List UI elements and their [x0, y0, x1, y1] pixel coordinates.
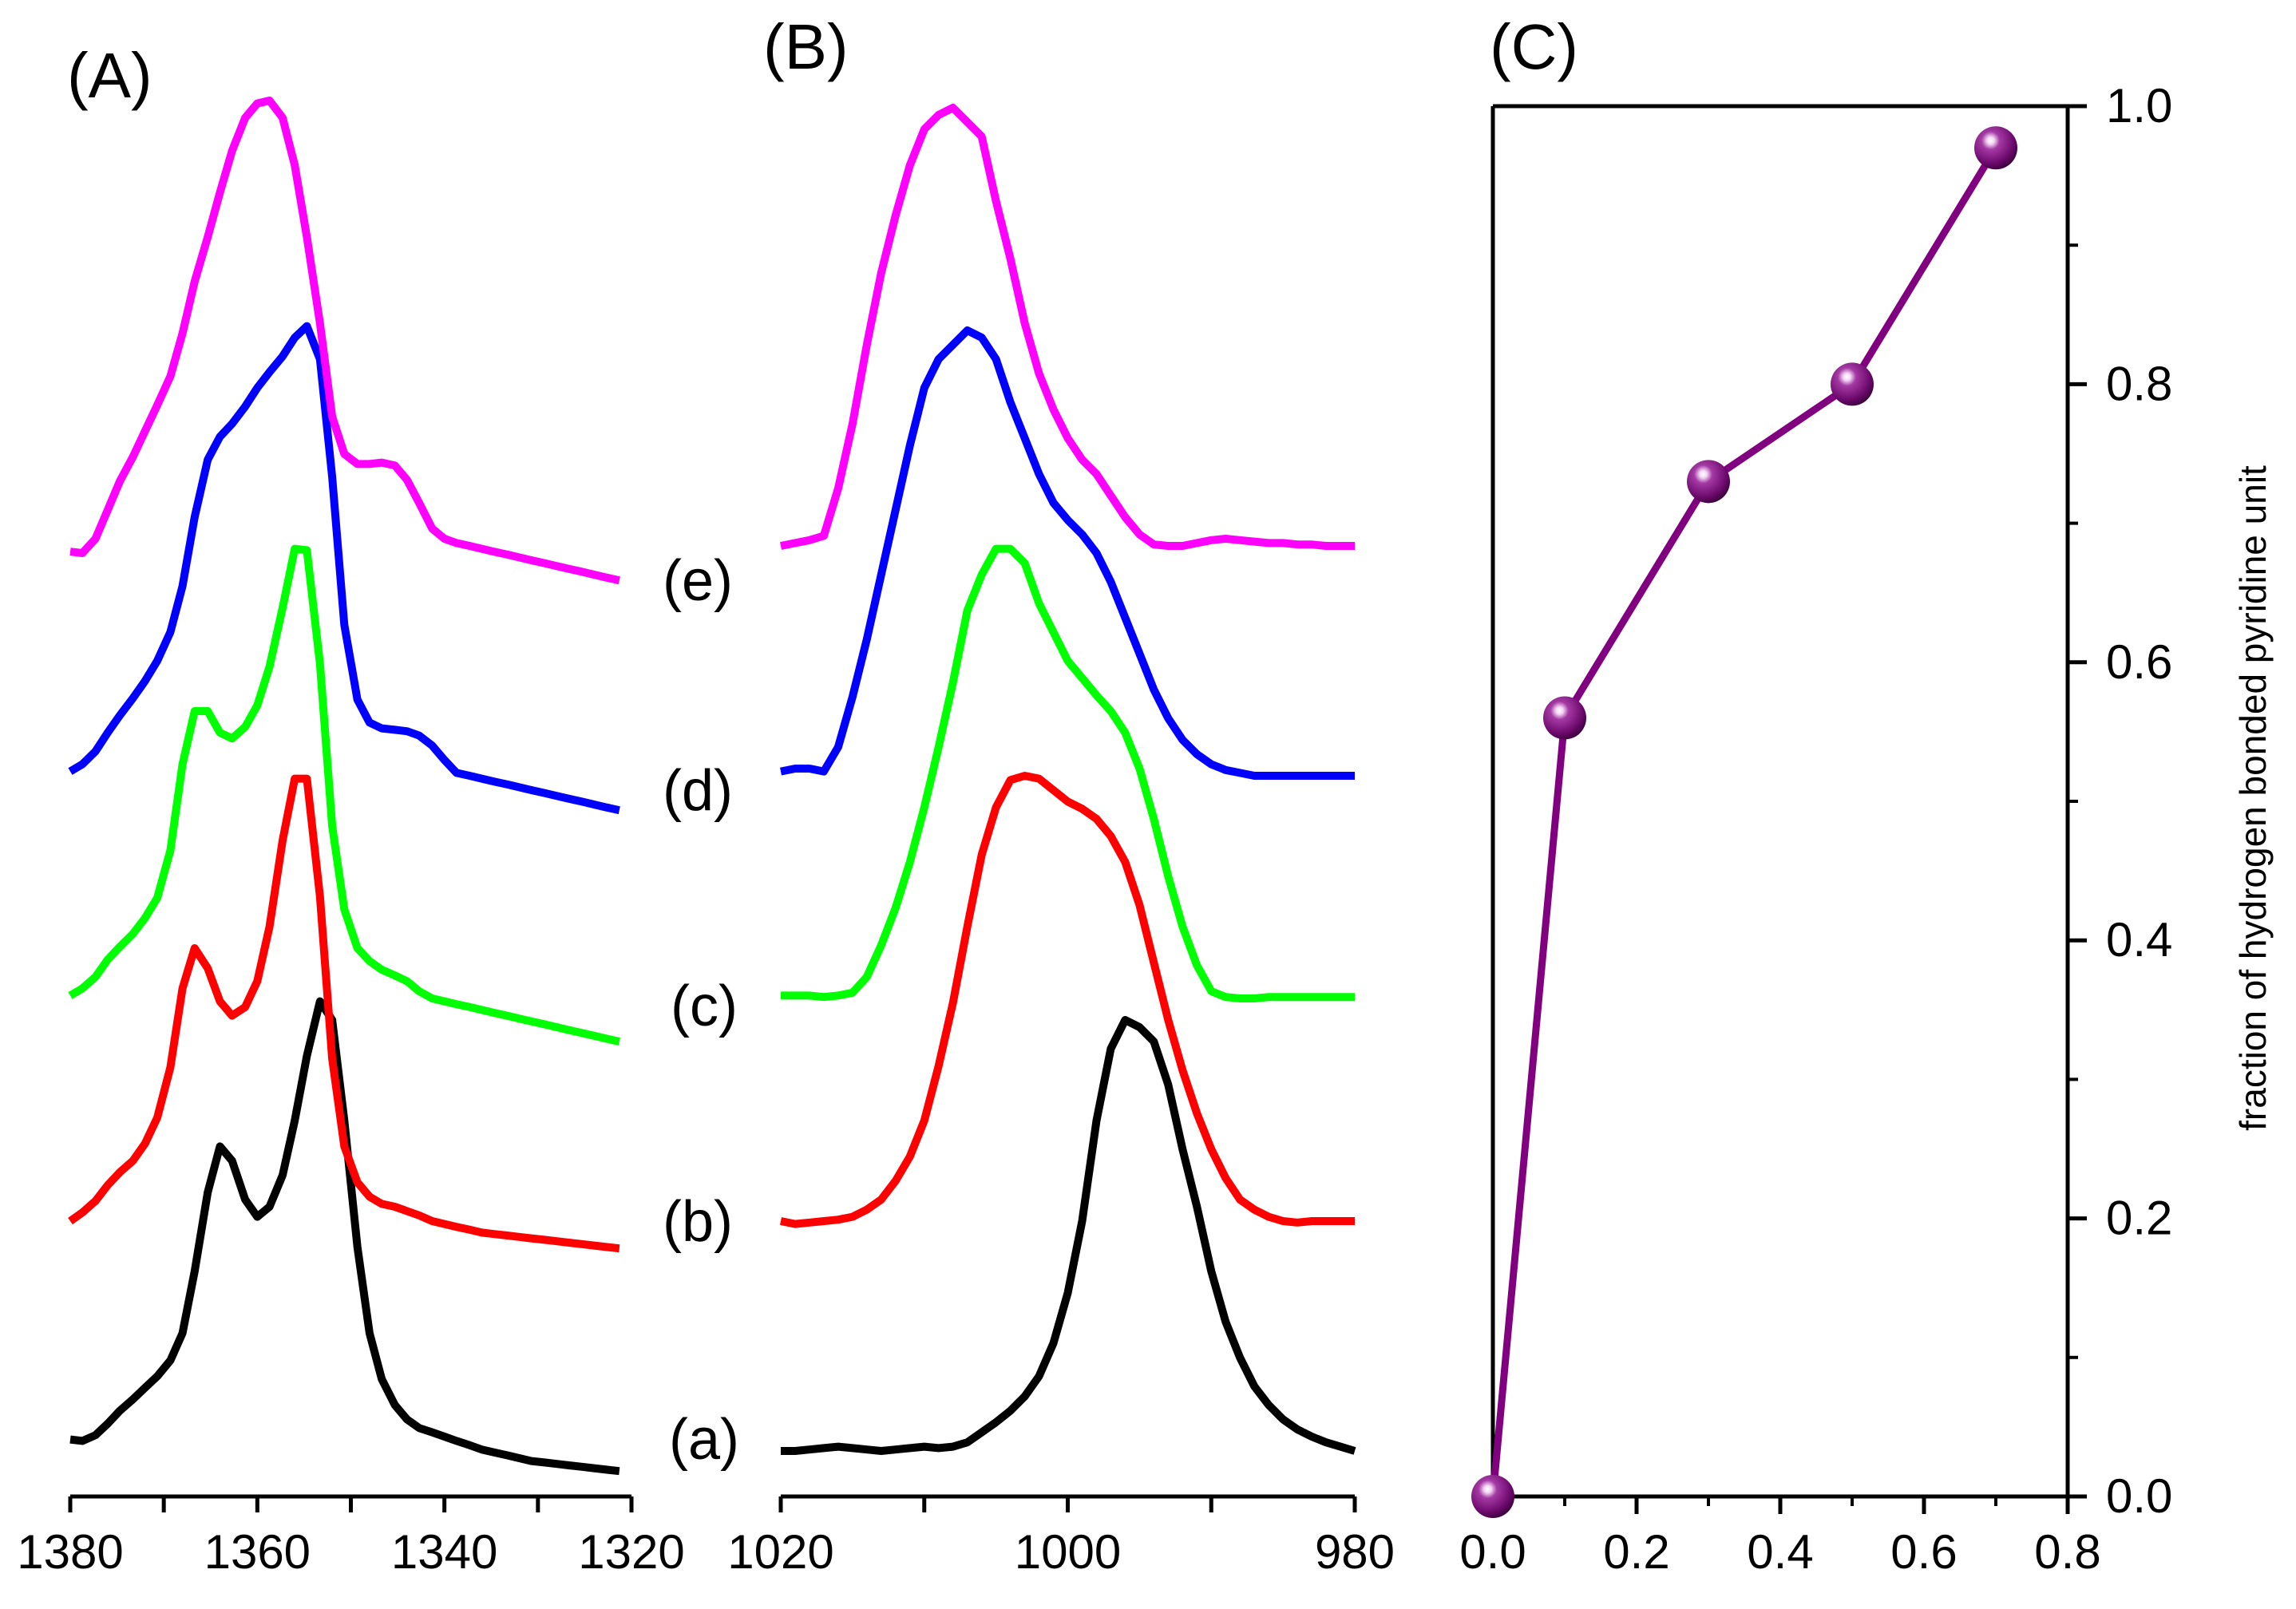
panel-c-xtick-label: 0.8 [2034, 1525, 2100, 1579]
panel-c-ylabel: fraction of hydrogen bonded pyridine uni… [2232, 465, 2274, 1131]
panel-c-point [1831, 362, 1874, 406]
curve-label-b: (b) [663, 1190, 733, 1254]
panel-b-series-2 [781, 544, 1355, 1002]
panel-b-chart: 1020 1000 980 [727, 104, 1395, 1579]
panel-label-c: (C) [1490, 11, 1578, 82]
panel-a-chart: 1380 1360 1340 1320 [17, 97, 685, 1579]
curve-label-c: (c) [671, 974, 738, 1038]
panel-c-xtick-label: 0.2 [1603, 1525, 1669, 1579]
panel-c-ytick-label: 0.2 [2106, 1192, 2172, 1245]
panel-a-xtick-label: 1340 [391, 1525, 497, 1579]
panel-a-xtick-label: 1380 [17, 1525, 123, 1579]
panel-c-xtick-label: 0.6 [1890, 1525, 1957, 1579]
panel-b-xtick-label: 1020 [727, 1525, 833, 1579]
panel-c-ytick-label: 0.6 [2106, 635, 2172, 689]
panel-b-xtick-label: 980 [1315, 1525, 1395, 1579]
panel-b-series-4 [780, 104, 1355, 550]
panel-c-point [1974, 126, 2017, 170]
panel-c-xtick-label: 0.4 [1747, 1525, 1813, 1579]
panel-c-xtick-label: 0.0 [1459, 1525, 1526, 1579]
panel-a-xtick-label: 1360 [204, 1525, 311, 1579]
panel-a-series-2 [68, 544, 620, 1046]
panel-c-ytick-label: 0.0 [2106, 1469, 2172, 1523]
panel-a-series-1 [68, 774, 620, 1253]
panel-b-series-3 [780, 326, 1355, 780]
panel-c-point [1687, 460, 1730, 504]
panel-a-series-4 [69, 97, 620, 585]
curve-label-d: (d) [663, 759, 733, 823]
curve-label-e: (e) [663, 549, 733, 613]
panel-label-b: (B) [763, 11, 849, 82]
panel-c-point [1471, 1475, 1514, 1518]
panel-c-ytick-label: 0.4 [2106, 913, 2172, 967]
panel-b-xtick-label: 1000 [1015, 1525, 1121, 1579]
panel-c-chart: 0.0 0.2 0.4 0.6 0.80.00.20.40.60.81.0 fracti… [1459, 79, 2274, 1579]
panel-b-series-1 [780, 772, 1355, 1228]
panel-label-a: (A) [67, 40, 152, 111]
panel-c-line [1489, 145, 1999, 1497]
panel-c-ytick-label: 0.8 [2106, 357, 2172, 410]
curve-label-a: (a) [669, 1408, 739, 1472]
panel-a-series-3 [68, 322, 620, 815]
panel-c-ytick-label: 1.0 [2106, 79, 2172, 132]
panel-c-point [1543, 696, 1586, 740]
panel-b-series-0 [781, 1016, 1356, 1455]
panel-a-xtick-label: 1320 [578, 1525, 684, 1579]
